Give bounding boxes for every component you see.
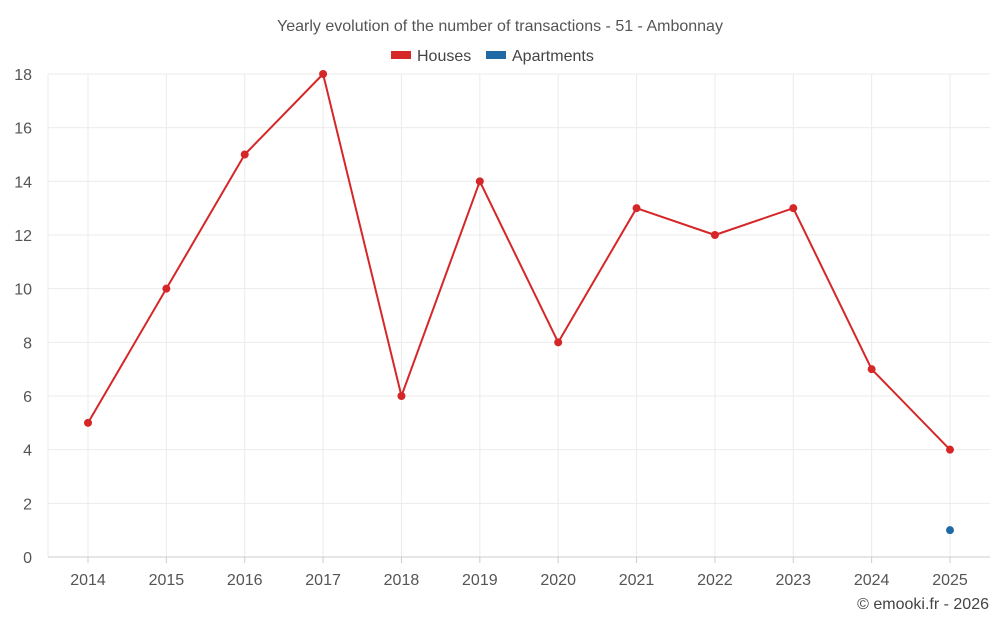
data-point-houses[interactable]	[475, 177, 484, 186]
data-point-houses[interactable]	[946, 445, 954, 454]
legend-item-apartments[interactable]: Apartments	[486, 48, 594, 65]
data-point-houses[interactable]	[554, 338, 563, 347]
x-tick-label: 2023	[775, 572, 811, 589]
legend-item-houses[interactable]: Houses	[391, 48, 471, 65]
x-tick-label: 2024	[854, 572, 890, 589]
data-point-houses[interactable]	[84, 418, 92, 427]
x-tick-label: 2014	[70, 572, 106, 589]
legend-swatch-apartments	[486, 51, 506, 59]
chart-title: Yearly evolution of the number of transa…	[277, 18, 723, 35]
x-tick-label: 2015	[149, 572, 185, 589]
legend: Houses Apartments	[391, 48, 594, 65]
data-point-houses[interactable]	[789, 204, 798, 213]
data-point-houses[interactable]	[319, 70, 328, 78]
y-tick-label: 2	[23, 496, 32, 513]
x-tick-label: 2021	[619, 572, 655, 589]
x-tick-label: 2017	[305, 572, 341, 589]
data-point-apartments[interactable]	[946, 526, 954, 535]
credit-text: © emooki.fr - 2026	[857, 596, 989, 613]
data-point-houses[interactable]	[867, 365, 876, 374]
y-tick-label: 14	[14, 174, 32, 191]
series	[84, 70, 954, 535]
data-point-houses[interactable]	[632, 204, 641, 213]
x-tick-label: 2022	[697, 572, 733, 589]
y-tick-label: 4	[23, 443, 32, 460]
x-tick-label: 2020	[540, 572, 576, 589]
y-tick-label: 0	[23, 550, 32, 567]
series-line-houses	[87, 73, 951, 451]
y-tick-label: 12	[14, 228, 32, 245]
data-point-houses[interactable]	[710, 231, 719, 239]
y-tick-label: 6	[23, 389, 32, 406]
grid	[47, 73, 990, 557]
x-tick-label: 2025	[932, 572, 968, 589]
x-tick-label: 2019	[462, 572, 498, 589]
legend-label-houses: Houses	[417, 48, 471, 65]
data-point-houses[interactable]	[397, 392, 406, 400]
y-tick-label: 10	[14, 282, 32, 299]
y-tick-label: 16	[14, 121, 32, 138]
axes: 0 2 4 6 8 10 12 14 16 18 2014 2015 2016 2017 2018 2019 2…	[14, 67, 990, 589]
data-point-houses[interactable]	[162, 284, 171, 293]
y-tick-label: 18	[14, 67, 32, 84]
y-tick-label: 8	[23, 335, 32, 352]
x-tick-label: 2018	[384, 572, 420, 589]
data-point-houses[interactable]	[240, 150, 249, 159]
x-tick-label: 2016	[227, 572, 263, 589]
legend-swatch-houses	[391, 51, 411, 59]
legend-label-apartments: Apartments	[512, 48, 594, 65]
